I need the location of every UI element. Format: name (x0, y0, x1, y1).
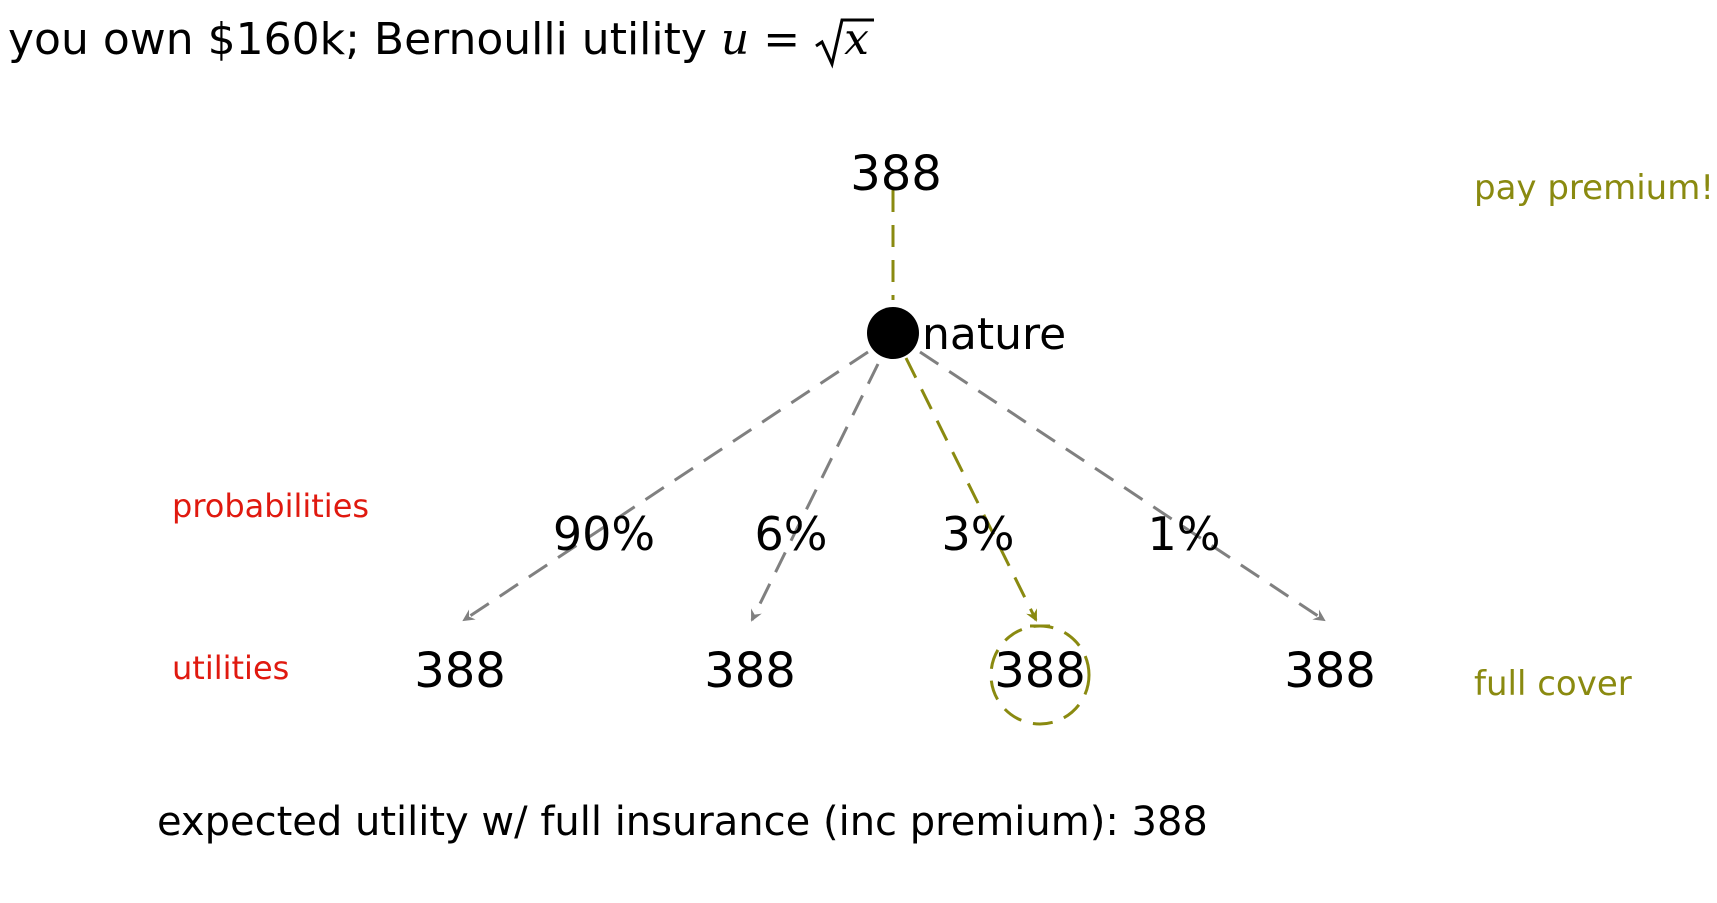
branch-prob-4: 1% (1147, 507, 1221, 561)
branch-utility-4: 388 (1284, 643, 1376, 699)
title-math-u: u (720, 14, 750, 65)
root-label: pay premium! (1474, 168, 1714, 208)
page-title: you own $160k; Bernoulli utility u = x (8, 8, 875, 72)
title-math-x: x (844, 14, 869, 65)
nature-node (867, 307, 919, 359)
branch-prob-1: 90% (552, 507, 656, 561)
branch-edge-2 (750, 363, 880, 622)
row-label-probabilities: probabilities (172, 487, 370, 525)
title-math-equals: = (763, 14, 801, 65)
branch-edge-1 (462, 350, 869, 622)
branch-utility-2: 388 (704, 643, 796, 699)
summary-line: expected utility w/ full insurance (inc … (157, 802, 1208, 842)
branch-utility-1: 388 (414, 643, 506, 699)
branch-prob-3: 3% (941, 507, 1015, 561)
branch-edge-3 (904, 357, 1038, 622)
bottom-label: full cover (1474, 664, 1632, 704)
root-value: 388 (850, 146, 942, 202)
summary-label: expected utility w/ full insurance (inc … (157, 799, 1119, 845)
sqrt-symbol-icon (815, 18, 875, 69)
nature-label: nature (922, 309, 1067, 360)
branch-utility-3: 388 (994, 643, 1086, 699)
branch-edge-4 (919, 350, 1326, 622)
title-math-sqrt: x (814, 8, 875, 72)
branch-prob-2: 6% (754, 507, 828, 561)
summary-value: 388 (1131, 799, 1208, 845)
row-label-utilities: utilities (172, 649, 290, 687)
title-prefix: you own $160k; Bernoulli utility (8, 14, 721, 65)
highlight-circle (989, 624, 1091, 726)
